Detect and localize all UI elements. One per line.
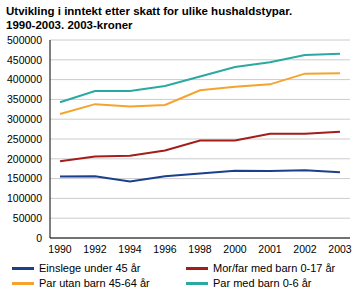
svg-text:50000: 50000 <box>13 212 42 224</box>
svg-text:250000: 250000 <box>8 133 42 145</box>
svg-text:500000: 500000 <box>8 34 42 46</box>
svg-text:200000: 200000 <box>8 153 42 165</box>
html-text:Einslege under 45 år: Einslege under 45 år <box>39 262 141 274</box>
svg-text:300000: 300000 <box>8 113 42 125</box>
html-text:Par utan barn 45-64 år: Par utan barn 45-64 år <box>39 277 150 289</box>
svg-text:1990: 1990 <box>48 243 72 255</box>
svg-text:350000: 350000 <box>8 93 42 105</box>
svg-text:2003: 2003 <box>328 243 352 255</box>
svg-text:1996: 1996 <box>153 243 177 255</box>
html-text:Mor/far med barn 0-17 år: Mor/far med barn 0-17 år <box>213 262 336 274</box>
svg-text:2000: 2000 <box>223 243 247 255</box>
svg-text:1998: 1998 <box>188 243 212 255</box>
svg-text:1994: 1994 <box>118 243 142 255</box>
svg-text:150000: 150000 <box>8 172 42 184</box>
svg-text:450000: 450000 <box>8 54 42 66</box>
svg-text:0: 0 <box>36 232 42 244</box>
html-text:Utvikling i inntekt etter skat: Utvikling i inntekt etter skatt for ulik… <box>6 5 293 31</box>
html-text:Par med barn 0-6 år: Par med barn 0-6 år <box>213 277 312 289</box>
svg-text:400000: 400000 <box>8 73 42 85</box>
svg-text:2002: 2002 <box>293 243 317 255</box>
svg-text:100000: 100000 <box>8 192 42 204</box>
svg-text:2001: 2001 <box>258 243 282 255</box>
svg-text:1992: 1992 <box>83 243 107 255</box>
